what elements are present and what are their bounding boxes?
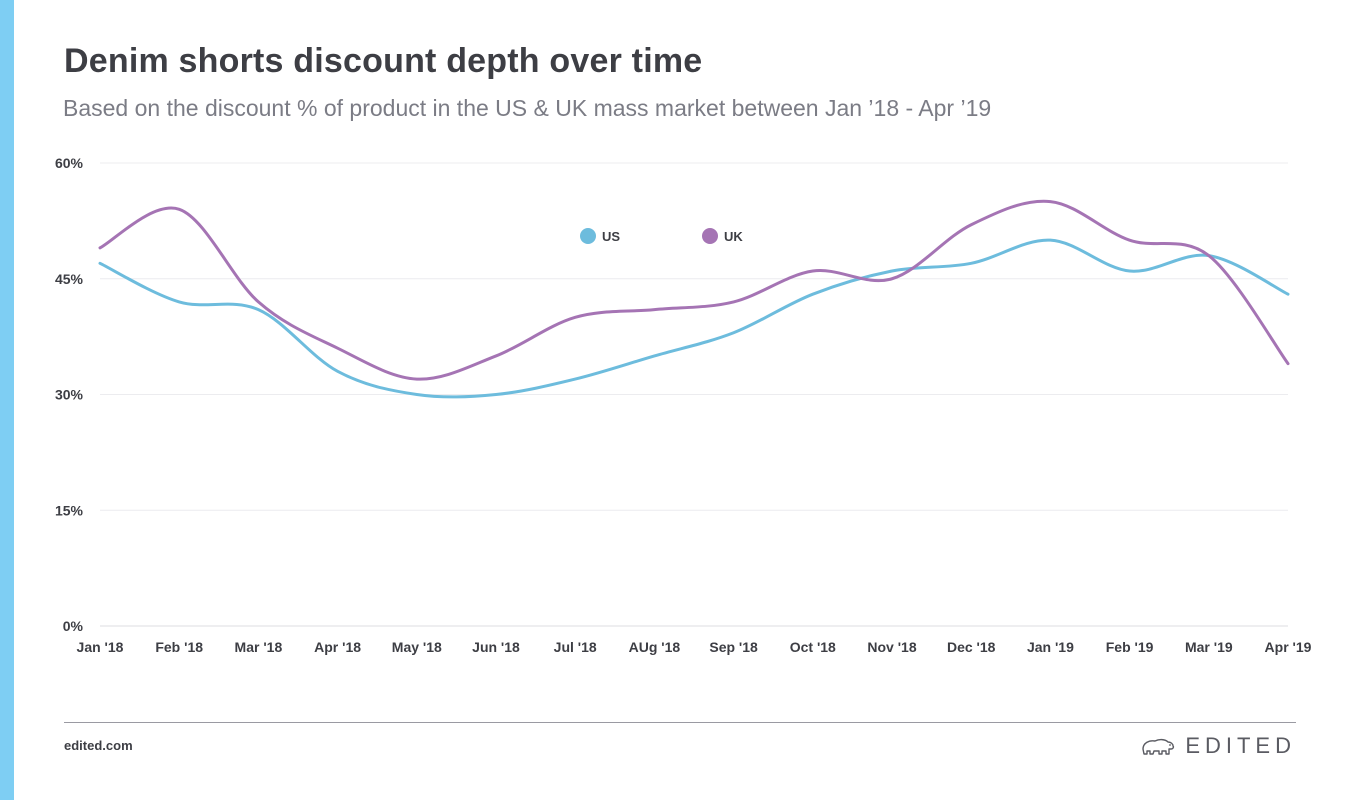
- x-tick-label: Feb '19: [1106, 639, 1154, 655]
- legend-swatch: [702, 228, 718, 244]
- x-tick-label: Feb '18: [155, 639, 203, 655]
- legend: US UK: [580, 228, 743, 244]
- y-tick-label: 0%: [63, 618, 84, 634]
- x-tick-label: Mar '18: [235, 639, 283, 655]
- series-line-uk: [98, 199, 1290, 381]
- y-tick-label: 60%: [55, 155, 84, 171]
- chart-title: Denim shorts discount depth over time: [64, 42, 703, 80]
- series-line-us: [98, 238, 1290, 399]
- line-chart: 0% 15% 30% 45% 60% Jan '18 Feb '18 Mar '18 Apr …: [55, 155, 1312, 655]
- x-tick-label: Jul '18: [554, 639, 597, 655]
- chart-subtitle: Based on the discount % of product in th…: [63, 95, 992, 121]
- x-tick-label: Sep '18: [709, 639, 758, 655]
- x-tick-label: AUg '18: [629, 639, 681, 655]
- y-tick-label: 15%: [55, 502, 84, 518]
- x-tick-label: Nov '18: [867, 639, 916, 655]
- brand-name: EDITED: [1185, 733, 1296, 758]
- gridlines: [100, 162, 1288, 627]
- brand-logo: EDITED: [1141, 733, 1296, 759]
- y-tick-label: 30%: [55, 387, 84, 403]
- x-tick-label: May '18: [392, 639, 442, 655]
- polar-bear-icon: [1142, 738, 1175, 755]
- x-tick-label: Apr '19: [1265, 639, 1312, 655]
- x-tick-label: Jan '19: [1027, 639, 1074, 655]
- legend-swatch: [580, 228, 596, 244]
- x-tick-label: Dec '18: [947, 639, 996, 655]
- footer-divider: [64, 722, 1296, 723]
- x-axis-ticks: Jan '18 Feb '18 Mar '18 Apr '18 May '18 Jun '…: [77, 639, 1312, 655]
- y-tick-label: 45%: [55, 271, 84, 287]
- series-lines: [98, 199, 1290, 399]
- x-tick-label: Apr '18: [314, 639, 361, 655]
- y-axis-ticks: 0% 15% 30% 45% 60%: [55, 155, 84, 634]
- legend-item-uk[interactable]: UK: [702, 228, 743, 244]
- footer-url[interactable]: edited.com: [64, 738, 133, 753]
- x-tick-label: Mar '19: [1185, 639, 1233, 655]
- x-tick-label: Jun '18: [472, 639, 520, 655]
- accent-side-bar: [0, 0, 14, 800]
- x-tick-label: Jan '18: [77, 639, 124, 655]
- legend-label: US: [602, 229, 620, 244]
- legend-label: UK: [724, 229, 743, 244]
- x-tick-label: Oct '18: [790, 639, 836, 655]
- legend-item-us[interactable]: US: [580, 228, 620, 244]
